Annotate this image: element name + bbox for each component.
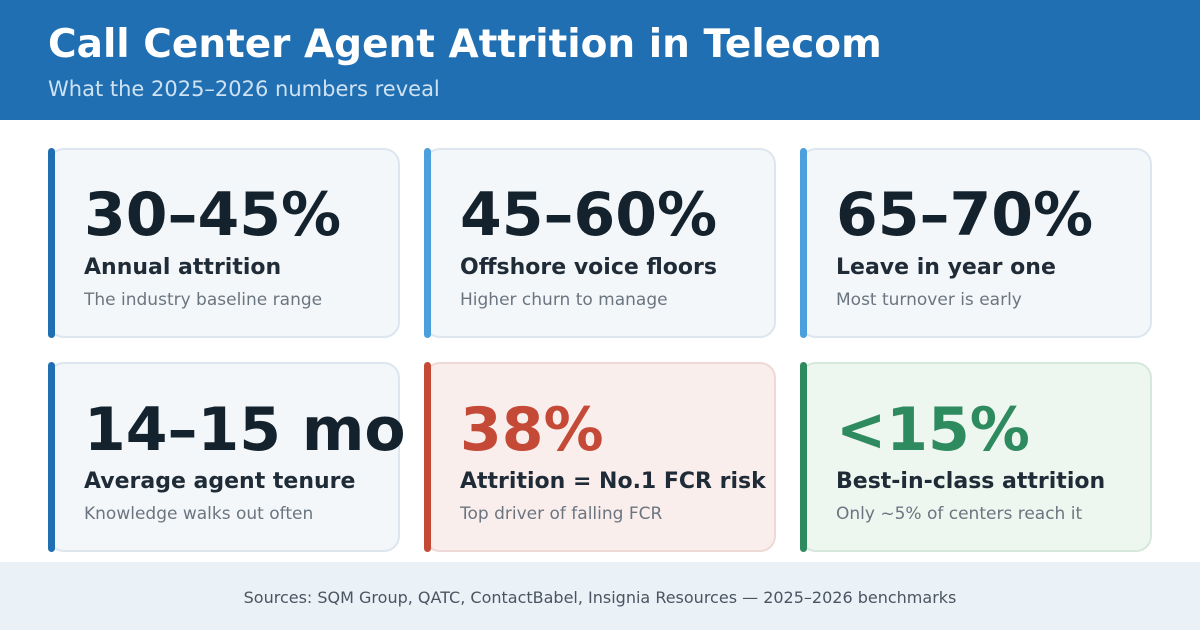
stat-card-agent-tenure <box>48 362 400 552</box>
page-title: Call Center Agent Attrition in Telecom <box>48 22 882 67</box>
card-accent-bar <box>424 362 431 552</box>
stat-value: 65–70% <box>836 180 1094 250</box>
stat-description: Only ~5% of centers reach it <box>836 504 1083 524</box>
card-accent-bar <box>48 148 55 338</box>
stat-value: 30–45% <box>84 180 342 250</box>
card-accent-bar <box>800 148 807 338</box>
stat-description: Knowledge walks out often <box>84 504 314 524</box>
stat-value: 38% <box>460 395 604 465</box>
stat-card-year-one <box>800 148 1152 338</box>
stat-label: Attrition = No.1 FCR risk <box>460 469 766 494</box>
stat-description: Higher churn to manage <box>460 290 668 310</box>
stat-label: Leave in year one <box>836 255 1056 280</box>
stat-description: The industry baseline range <box>84 290 323 310</box>
sources-note: Sources: SQM Group, QATC, ContactBabel, … <box>243 588 957 607</box>
stat-card-annual-attrition <box>48 148 400 338</box>
card-accent-bar <box>424 148 431 338</box>
footer-bar <box>0 562 1200 630</box>
stat-label: Annual attrition <box>84 255 282 280</box>
header-banner <box>0 0 1200 120</box>
stat-card-offshore-voice <box>424 148 776 338</box>
stat-description: Most turnover is early <box>836 290 1022 310</box>
stat-label: Average agent tenure <box>84 469 356 494</box>
stat-description: Top driver of falling FCR <box>460 504 663 524</box>
stat-value: <15% <box>836 395 1030 465</box>
card-accent-bar <box>800 362 807 552</box>
stat-label: Best-in-class attrition <box>836 469 1106 494</box>
stat-value: 14–15 mo <box>84 395 406 465</box>
stat-label: Offshore voice floors <box>460 255 717 280</box>
card-accent-bar <box>48 362 55 552</box>
stat-value: 45–60% <box>460 180 718 250</box>
page-subtitle: What the 2025–2026 numbers reveal <box>48 77 440 101</box>
